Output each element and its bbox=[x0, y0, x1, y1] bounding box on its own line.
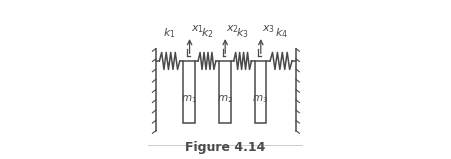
Text: $m_2$: $m_2$ bbox=[217, 93, 233, 105]
Text: $k_4$: $k_4$ bbox=[275, 26, 288, 40]
Text: $k_3$: $k_3$ bbox=[236, 26, 249, 40]
Text: $x_3$: $x_3$ bbox=[262, 23, 275, 35]
Bar bbox=[219, 61, 230, 123]
Text: $m_1$: $m_1$ bbox=[181, 93, 197, 105]
Text: $k_2$: $k_2$ bbox=[201, 26, 213, 40]
Text: Figure 4.14: Figure 4.14 bbox=[185, 141, 266, 154]
Text: $m_3$: $m_3$ bbox=[252, 93, 268, 105]
Text: $x_1$: $x_1$ bbox=[191, 23, 204, 35]
Bar bbox=[183, 61, 195, 123]
Text: $k_1$: $k_1$ bbox=[163, 26, 175, 40]
Text: $x_2$: $x_2$ bbox=[226, 23, 239, 35]
Bar bbox=[254, 61, 266, 123]
